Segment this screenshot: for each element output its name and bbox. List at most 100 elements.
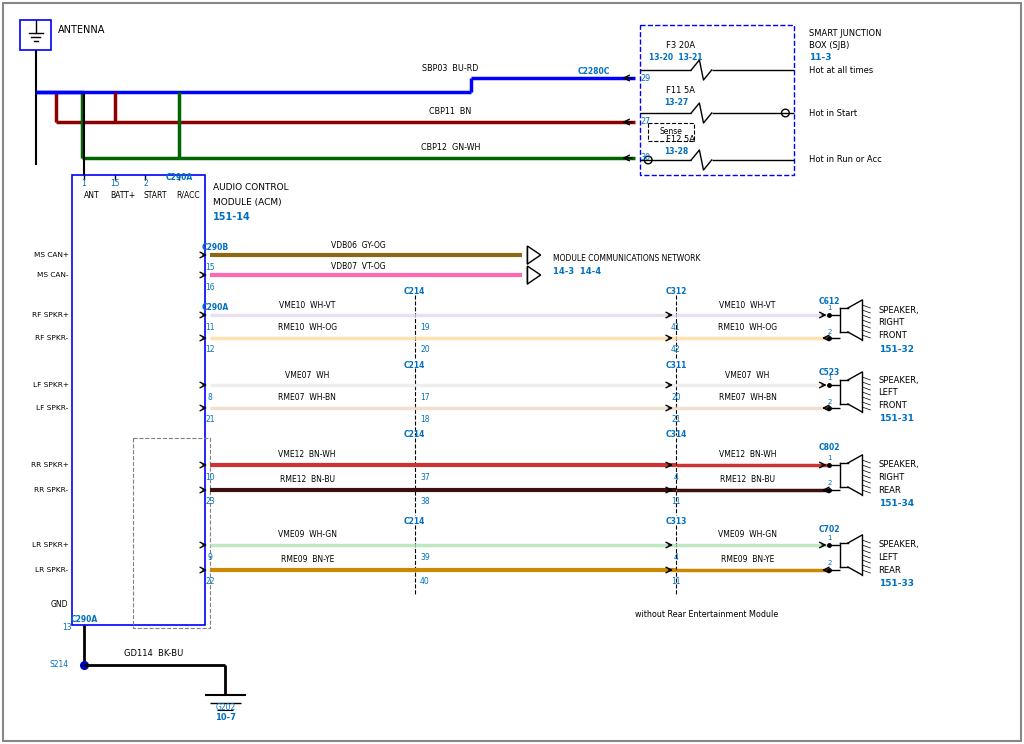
Text: RIGHT: RIGHT	[879, 318, 905, 327]
Text: C290A: C290A	[71, 615, 97, 624]
Text: SPEAKER,: SPEAKER,	[879, 306, 920, 315]
Text: VME12  BN-WH: VME12 BN-WH	[279, 451, 336, 460]
Text: 23: 23	[205, 498, 215, 507]
Text: LR SPKR-: LR SPKR-	[36, 567, 69, 573]
Text: ANT: ANT	[84, 190, 99, 199]
Text: LR SPKR+: LR SPKR+	[32, 542, 69, 548]
Text: C311: C311	[666, 361, 686, 370]
Text: VME07  WH: VME07 WH	[285, 371, 330, 379]
Text: SPEAKER,: SPEAKER,	[879, 540, 920, 550]
Text: C2280C: C2280C	[578, 66, 610, 75]
Text: LEFT: LEFT	[879, 388, 898, 397]
Text: G202: G202	[215, 704, 236, 713]
Text: SPEAKER,: SPEAKER,	[879, 376, 920, 385]
Text: 2: 2	[827, 329, 831, 335]
Text: 151-33: 151-33	[879, 580, 913, 589]
Text: RME10  WH-OG: RME10 WH-OG	[718, 324, 777, 333]
Text: 21: 21	[205, 415, 215, 425]
Text: 2: 2	[143, 179, 147, 187]
Text: 11: 11	[671, 577, 681, 586]
Text: 14-3  14-4: 14-3 14-4	[553, 266, 601, 275]
Text: MODULE COMMUNICATIONS NETWORK: MODULE COMMUNICATIONS NETWORK	[553, 254, 700, 263]
Text: LEFT: LEFT	[879, 554, 898, 562]
Text: 151-31: 151-31	[879, 414, 913, 423]
Text: F12 5A: F12 5A	[667, 135, 695, 144]
Text: 27: 27	[640, 118, 650, 126]
Text: VME10  WH-VT: VME10 WH-VT	[279, 301, 336, 310]
Text: FRONT: FRONT	[879, 332, 907, 341]
Text: 4: 4	[674, 472, 678, 481]
Text: 1: 1	[827, 535, 831, 541]
Text: 1: 1	[827, 375, 831, 381]
Text: F3 20A: F3 20A	[667, 40, 695, 50]
Text: 39: 39	[420, 553, 430, 562]
Text: S214: S214	[49, 661, 69, 670]
Text: 19: 19	[420, 322, 430, 332]
Text: C290B: C290B	[202, 243, 228, 252]
Text: START: START	[143, 190, 167, 199]
Text: RME07  WH-BN: RME07 WH-BN	[719, 394, 776, 403]
Text: MS CAN-: MS CAN-	[37, 272, 69, 278]
Text: 10: 10	[205, 472, 215, 481]
Text: VME12  BN-WH: VME12 BN-WH	[719, 451, 776, 460]
Text: SBP03  BU-RD: SBP03 BU-RD	[422, 63, 479, 72]
Text: VME07  WH: VME07 WH	[725, 371, 770, 379]
Text: CBP11  BN: CBP11 BN	[429, 106, 472, 115]
Text: 15: 15	[110, 179, 120, 187]
Text: 8: 8	[208, 393, 212, 402]
Text: 13: 13	[62, 623, 72, 632]
Text: 1: 1	[82, 179, 86, 187]
Text: 1: 1	[827, 305, 831, 311]
Text: RME09  BN-YE: RME09 BN-YE	[281, 556, 334, 565]
Text: SPEAKER,: SPEAKER,	[879, 461, 920, 469]
Text: 12: 12	[205, 345, 215, 354]
Text: Sense: Sense	[659, 127, 682, 136]
Text: 16: 16	[205, 283, 215, 292]
Text: AUDIO CONTROL: AUDIO CONTROL	[213, 182, 289, 191]
Text: 4: 4	[674, 553, 678, 562]
Text: ANTENNA: ANTENNA	[58, 25, 105, 35]
Text: 13-20  13-21: 13-20 13-21	[649, 53, 702, 62]
Text: BATT+: BATT+	[111, 190, 136, 199]
Text: VME09  WH-GN: VME09 WH-GN	[718, 530, 777, 539]
Text: 2: 2	[827, 560, 831, 566]
Text: C290A: C290A	[166, 173, 193, 182]
Text: C314: C314	[666, 431, 686, 440]
Text: VME09  WH-GN: VME09 WH-GN	[278, 530, 337, 539]
Text: MS CAN+: MS CAN+	[34, 252, 69, 258]
Text: 11: 11	[205, 322, 215, 332]
Text: 151-14: 151-14	[213, 212, 251, 222]
Text: 2: 2	[827, 399, 831, 405]
Text: Hot at all times: Hot at all times	[809, 65, 873, 74]
Text: RR SPKR-: RR SPKR-	[35, 487, 69, 493]
Text: 18: 18	[420, 415, 430, 425]
Text: 22: 22	[205, 577, 215, 586]
Text: without Rear Entertainment Module: without Rear Entertainment Module	[635, 611, 778, 620]
Text: F11 5A: F11 5A	[667, 86, 695, 94]
Text: BOX (SJB): BOX (SJB)	[809, 40, 849, 50]
Text: 151-32: 151-32	[879, 344, 913, 353]
Text: C214: C214	[404, 361, 425, 370]
Text: 2: 2	[827, 480, 831, 486]
Text: 17: 17	[420, 393, 430, 402]
Text: 41: 41	[671, 322, 681, 332]
Text: CBP12  GN-WH: CBP12 GN-WH	[421, 143, 480, 152]
Text: RME07  WH-BN: RME07 WH-BN	[279, 394, 336, 403]
Text: C214: C214	[404, 287, 425, 297]
Text: 38: 38	[420, 498, 430, 507]
Text: C802: C802	[819, 443, 840, 452]
Bar	[648, 123, 694, 141]
Text: C312: C312	[666, 287, 686, 297]
Text: GD114  BK-BU: GD114 BK-BU	[124, 650, 183, 658]
Text: 1: 1	[827, 455, 831, 461]
Text: 9: 9	[208, 553, 212, 562]
Text: REAR: REAR	[879, 487, 901, 496]
Text: 13-28: 13-28	[664, 147, 688, 156]
Text: C290A: C290A	[202, 304, 228, 312]
Text: 30: 30	[640, 153, 650, 162]
Text: 11: 11	[671, 498, 681, 507]
Text: VDB06  GY-OG: VDB06 GY-OG	[331, 240, 386, 249]
Text: LF SPKR-: LF SPKR-	[37, 405, 69, 411]
Text: 40: 40	[420, 577, 430, 586]
Text: 11-3: 11-3	[809, 53, 831, 62]
